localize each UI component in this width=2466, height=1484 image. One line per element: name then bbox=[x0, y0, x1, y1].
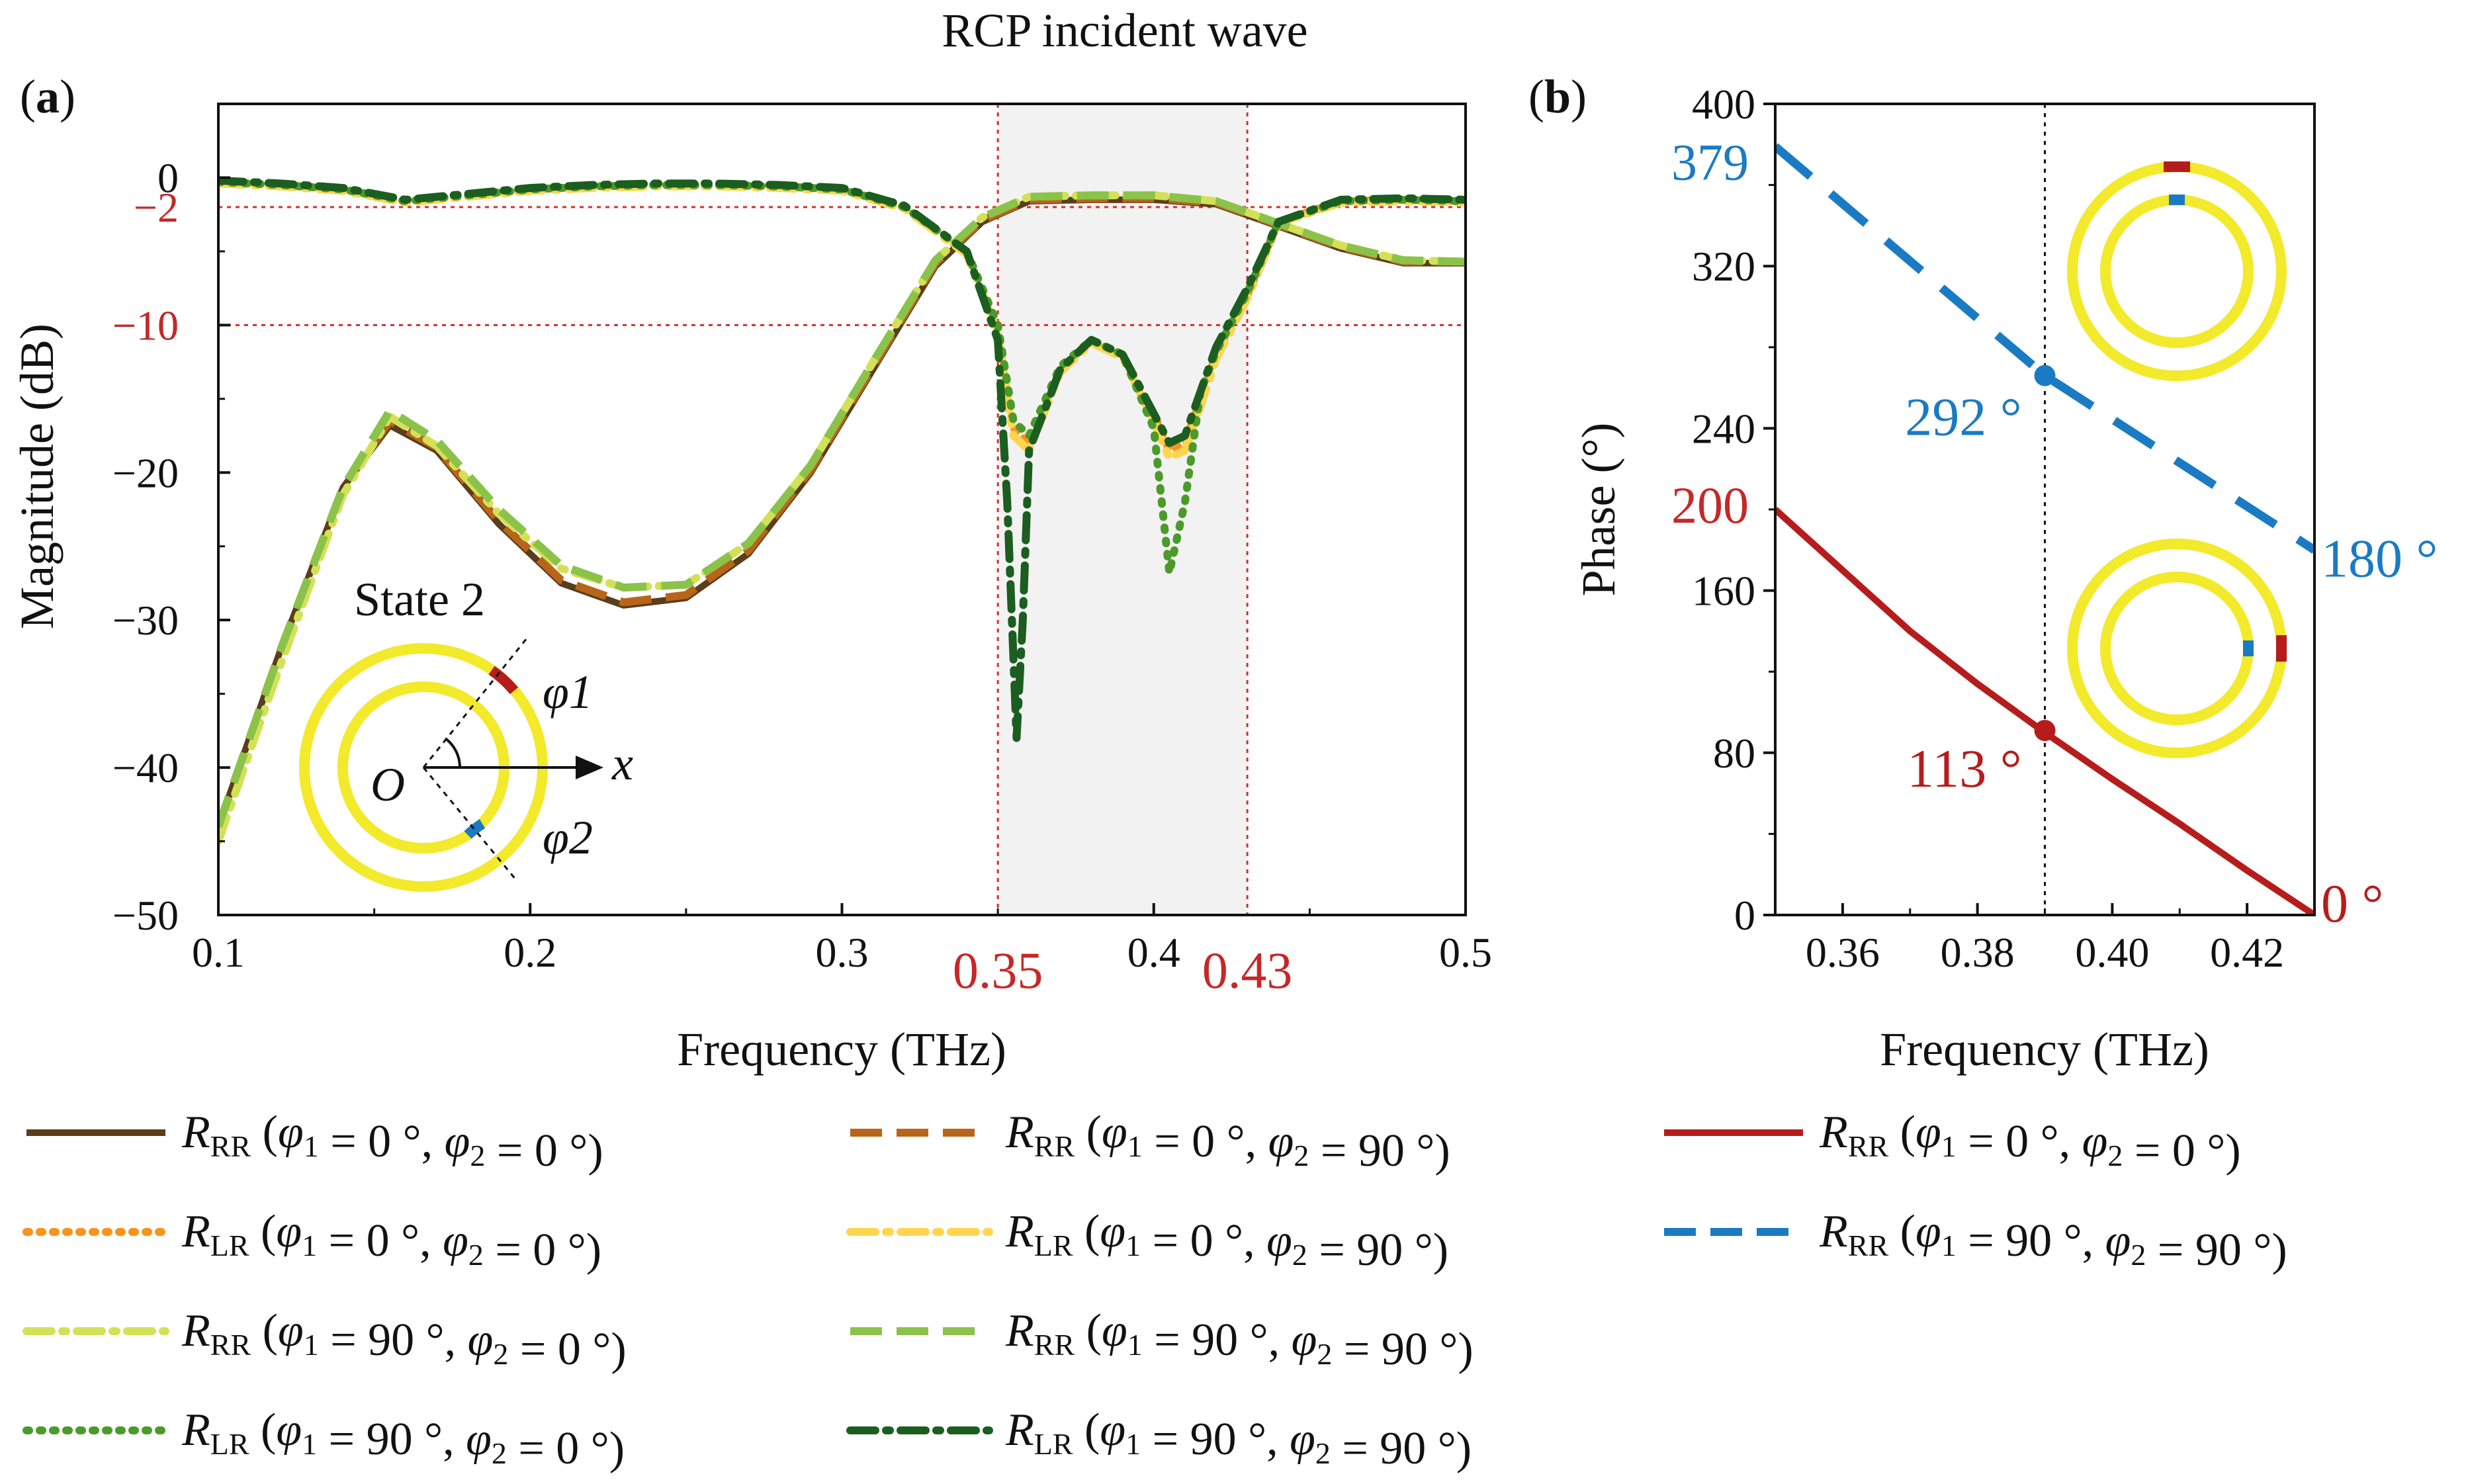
y-highlight-label: −2 bbox=[134, 184, 179, 231]
panel-a-series bbox=[218, 176, 1466, 846]
legend-entry: RLR (φ1 = 90 °, φ2 = 0 °) bbox=[22, 1405, 625, 1474]
legend-entry: RLR (φ1 = 90 °, φ2 = 90 °) bbox=[846, 1405, 1472, 1474]
x-tick-label: 0.38 bbox=[1941, 929, 2015, 976]
legend-entry: RRR (φ1 = 0 °, φ2 = 90 °) bbox=[850, 1107, 1450, 1176]
legend-entry: RRR (φ1 = 0 °, φ2 = 0 °) bbox=[26, 1107, 603, 1176]
y-tick-label: −30 bbox=[112, 597, 179, 644]
legend-label: RLR (φ1 = 0 °, φ2 = 0 °) bbox=[181, 1206, 601, 1276]
series-line bbox=[218, 178, 1466, 577]
x-highlight-label: 0.35 bbox=[953, 941, 1043, 999]
legend-label: RRR (φ1 = 0 °, φ2 = 0 °) bbox=[1819, 1107, 2241, 1176]
marker-annotation: 113 ° bbox=[1907, 738, 2021, 799]
x-tick-label: 0.42 bbox=[2210, 929, 2284, 976]
legend-entry: RLR (φ1 = 0 °, φ2 = 0 °) bbox=[22, 1206, 601, 1276]
x-tick-label: 0.5 bbox=[1439, 929, 1492, 976]
panel-b-xlabel: Frequency (THz) bbox=[1880, 1023, 2209, 1076]
panel-b: (b) 0.36 0.38 0.40 0.42 0 80 160 240 320 400 379 20… bbox=[1528, 70, 2438, 1076]
y-highlight-label-red: 200 bbox=[1671, 476, 1749, 534]
inset-x-arrow-icon bbox=[576, 756, 603, 779]
panel-b-ylabel: Phase (°) bbox=[1572, 423, 1625, 597]
inset-phi2-line bbox=[422, 767, 517, 881]
x-tick-label: 0.36 bbox=[1806, 929, 1880, 976]
legend-label: RRR (φ1 = 90 °, φ2 = 90 °) bbox=[1005, 1305, 1474, 1375]
inset-phi1-line bbox=[422, 634, 531, 768]
inset-label-origin: O bbox=[371, 758, 405, 811]
legend-label: RLR (φ1 = 90 °, φ2 = 90 °) bbox=[1005, 1405, 1472, 1474]
y-tick-label: 320 bbox=[1692, 243, 1755, 290]
y-tick-label: −50 bbox=[112, 892, 179, 939]
panel-b-markers: 292 ° 113 ° 180 ° 0 ° bbox=[1905, 365, 2438, 934]
panel-b-label: (b) bbox=[1528, 70, 1587, 123]
legend-entry: RRR (φ1 = 90 °, φ2 = 0 °) bbox=[22, 1305, 627, 1375]
series-line bbox=[218, 191, 1466, 846]
inset-red-gap bbox=[488, 666, 519, 695]
figure-title: RCP incident wave bbox=[942, 4, 1307, 57]
panel-a-inset: State 2 O x φ1 φ2 bbox=[299, 573, 633, 892]
y-tick-label: 240 bbox=[1692, 405, 1755, 452]
series-line bbox=[218, 196, 1466, 828]
inset-top-inner-ring bbox=[2100, 195, 2254, 348]
panel-a: (a) 0.1 0.2 0.3 0.4 0.50−10−20−30−40−50−2−10… bbox=[11, 70, 1492, 1076]
legend-label: RLR (φ1 = 0 °, φ2 = 90 °) bbox=[1005, 1206, 1448, 1276]
panel-a-xlabel: Frequency (THz) bbox=[677, 1023, 1006, 1076]
y-tick-label: 0 bbox=[157, 154, 179, 201]
series-marker bbox=[2034, 720, 2056, 742]
legend-entry: RLR (φ1 = 0 °, φ2 = 90 °) bbox=[846, 1206, 1448, 1276]
legend-entry: RRR (φ1 = 0 °, φ2 = 0 °) bbox=[1664, 1107, 2241, 1176]
legend-label: RRR (φ1 = 0 °, φ2 = 90 °) bbox=[1005, 1107, 1450, 1176]
legend-entry: RRR (φ1 = 90 °, φ2 = 90 °) bbox=[850, 1305, 1474, 1375]
legend: RRR (φ1 = 0 °, φ2 = 0 °) RRR (φ1 = 0 °, φ… bbox=[22, 1107, 2287, 1474]
panel-a-label: (a) bbox=[20, 70, 75, 123]
y-tick-label: 400 bbox=[1692, 81, 1755, 128]
end-annotation: 0 ° bbox=[2321, 873, 2383, 934]
y-tick-label: 160 bbox=[1692, 568, 1755, 615]
y-tick-label: 80 bbox=[1713, 730, 1755, 777]
y-tick-label: −20 bbox=[112, 449, 179, 496]
inset-blue-gap bbox=[464, 819, 486, 839]
inset-label-x: x bbox=[611, 737, 633, 790]
inset-label-phi1: φ1 bbox=[543, 666, 593, 719]
marker-annotation: 292 ° bbox=[1905, 387, 2021, 447]
x-tick-label: 0.2 bbox=[504, 929, 556, 976]
panel-b-inset-bottom bbox=[2067, 539, 2287, 758]
series-line bbox=[218, 191, 1466, 828]
x-tick-label: 0.40 bbox=[2075, 929, 2149, 976]
inset-label-phi2: φ2 bbox=[543, 811, 593, 864]
x-tick-label: 0.3 bbox=[816, 929, 869, 976]
panel-b-ticks: 0.36 0.38 0.40 0.42 0 80 160 240 320 400 379 200 bbox=[1671, 81, 2284, 976]
legend-entry: RRR (φ1 = 90 °, φ2 = 90 °) bbox=[1664, 1206, 2287, 1276]
panel-a-shaded-band bbox=[998, 104, 1248, 915]
x-tick-label: 0.1 bbox=[192, 929, 245, 976]
legend-label: RLR (φ1 = 90 °, φ2 = 0 °) bbox=[181, 1405, 625, 1474]
series-line bbox=[218, 176, 1466, 742]
panel-a-ticks: 0.1 0.2 0.3 0.4 0.50−10−20−30−40−50−2−100.35… bbox=[112, 103, 1492, 999]
x-tick-label: 0.4 bbox=[1127, 929, 1180, 976]
series-line bbox=[1775, 143, 2314, 554]
legend-label: RRR (φ1 = 90 °, φ2 = 0 °) bbox=[181, 1305, 627, 1375]
y-tick-label: −10 bbox=[112, 302, 179, 349]
series-line bbox=[218, 194, 1466, 828]
inset-angle-arc bbox=[444, 737, 461, 768]
x-highlight-label: 0.43 bbox=[1202, 941, 1293, 999]
y-highlight-label: −10 bbox=[112, 302, 179, 349]
panel-a-ylabel: Magnitude (dB) bbox=[11, 324, 64, 629]
y-tick-label: 0 bbox=[1734, 892, 1755, 939]
panel-a-reference-lines bbox=[218, 104, 1466, 915]
panel-b-inset-top bbox=[2067, 161, 2287, 381]
inset-bottom-inner-ring bbox=[2100, 572, 2254, 725]
inset-title: State 2 bbox=[354, 573, 485, 626]
legend-label: RRR (φ1 = 0 °, φ2 = 0 °) bbox=[181, 1107, 603, 1176]
series-marker bbox=[2034, 365, 2056, 386]
y-tick-label: −40 bbox=[112, 744, 179, 791]
y-highlight-label-blue: 379 bbox=[1671, 133, 1749, 191]
legend-label: RRR (φ1 = 90 °, φ2 = 90 °) bbox=[1819, 1206, 2287, 1276]
end-annotation: 180 ° bbox=[2321, 528, 2438, 588]
